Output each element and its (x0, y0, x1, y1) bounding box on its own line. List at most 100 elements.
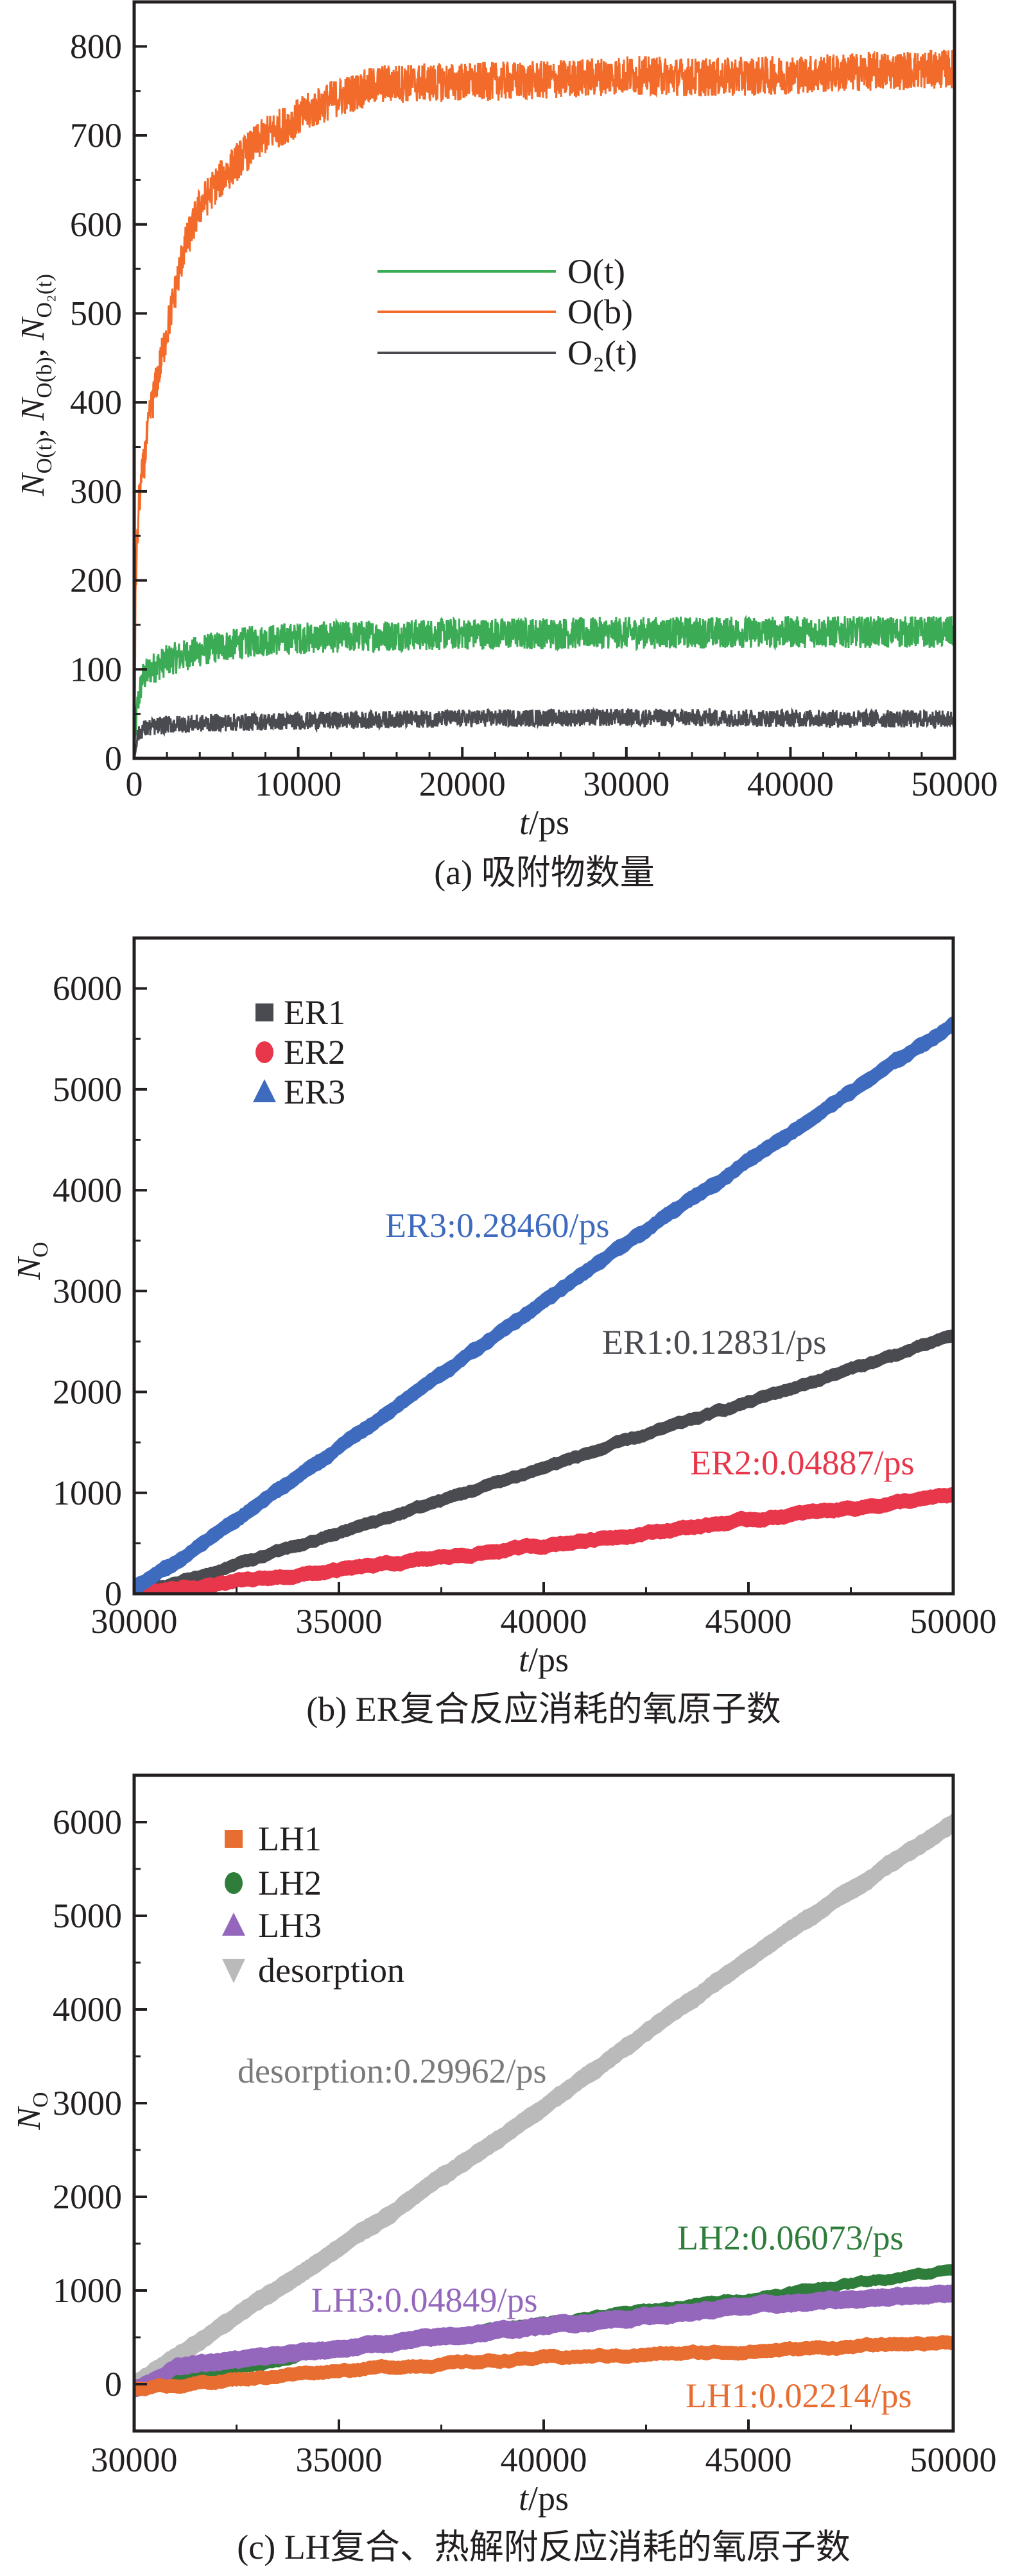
y-axis-label-separator: , (15, 340, 51, 357)
legend-item-0: ER1 (255, 993, 345, 1032)
y-tick-label: 600 (70, 205, 122, 244)
chart-panel-b: 30000 35000 40000 45000 50000 0 1000 2000 3000 40… (11, 936, 997, 1728)
y-tick-label: 800 (70, 27, 122, 65)
plot-frame (132, 936, 955, 1596)
y-tick-label: 2000 (53, 1373, 122, 1412)
y-axis-label-symbol: N (15, 396, 51, 421)
chart-panel-c: 30000 35000 40000 45000 50000 0 1000 2000 3000 40… (11, 1773, 997, 2566)
triangle-up-marker-icon (253, 1079, 276, 1102)
y-tick-label: 500 (70, 294, 122, 332)
y-axis-label-subscript: O(b) (33, 357, 56, 398)
y-tick-label: 0 (105, 1574, 122, 1613)
rate-annotation: LH3:0.04849/ps (311, 2281, 538, 2319)
x-axis-label-italic: t (519, 2479, 530, 2518)
y-axis-label-subscript: O (29, 1241, 53, 1258)
legend-item-1: O(b) (377, 293, 633, 331)
legend-item-0: O(t) (377, 252, 625, 291)
y-tick-label: 1000 (53, 1474, 122, 1512)
y-axis-label: NO (11, 1241, 53, 1280)
x-axis-label-unit: /ps (528, 1641, 569, 1679)
plot-area (134, 49, 955, 758)
y-tick-label: 5000 (53, 1070, 122, 1109)
figure-caption: (b) ER复合反应消耗的氧原子数 (306, 1690, 781, 1728)
y-tick-label: 6000 (53, 1803, 122, 1841)
legend-item-2: O₂(t) (377, 334, 637, 372)
rate-annotation: ER1:0.12831/ps (602, 1323, 827, 1361)
x-tick-label: 40000 (501, 2441, 587, 2479)
x-axis-label-italic: t (519, 803, 530, 842)
chart-panel-a: 0 10000 20000 30000 40000 50000 0 100 200 300 400 5… (15, 0, 998, 892)
y-tick-label: 0 (105, 739, 122, 778)
x-tick-label: 50000 (912, 765, 998, 803)
legend-item-2: ER3 (253, 1073, 345, 1111)
x-tick-label: 10000 (255, 765, 341, 803)
y-tick-label: 2000 (53, 2178, 122, 2216)
x-tick-label: 45000 (705, 2441, 792, 2479)
y-tick-label: 1000 (53, 2271, 122, 2310)
figure-caption: (c) LH复合、热解附反应消耗的氧原子数 (237, 2528, 850, 2566)
legend-item-0: LH1 (225, 1820, 322, 1858)
y-tick-label: 5000 (53, 1897, 122, 1935)
x-tick-label: 50000 (910, 2441, 997, 2479)
legend-label: ER3 (284, 1073, 345, 1111)
x-tick-label: 45000 (705, 1602, 792, 1641)
plot-area (134, 1813, 953, 2398)
y-axis-label-symbol: N (15, 472, 51, 497)
x-axis-label: t/ps (519, 2479, 569, 2518)
legend-label: LH2 (258, 1864, 322, 1902)
triangle-up-marker-icon (222, 1913, 245, 1936)
square-marker-icon (225, 1830, 243, 1848)
rate-annotation: ER2:0.04887/ps (690, 1444, 915, 1482)
plot-frame (132, 0, 956, 760)
circle-marker-icon (255, 1041, 273, 1063)
series-band-ER3 (134, 1015, 953, 1594)
x-tick-label: 50000 (910, 1602, 997, 1641)
x-axis-label: t/ps (519, 803, 569, 842)
x-tick-label: 0 (126, 765, 143, 803)
x-tick-label: 40000 (747, 765, 834, 803)
square-marker-icon (255, 1003, 273, 1021)
legend-label: O(t) (567, 252, 625, 291)
legend-label: LH3 (258, 1906, 322, 1945)
series-line-0 (134, 614, 955, 758)
y-tick-label: 700 (70, 116, 122, 155)
legend-item-1: LH2 (225, 1864, 322, 1902)
series-band-ER1 (134, 1329, 953, 1594)
y-tick-label: 300 (70, 472, 122, 511)
series-band-LH2 (134, 2263, 953, 2395)
y-axis-label-symbol: N (11, 1256, 48, 1281)
x-tick-label: 40000 (501, 1602, 587, 1641)
legend-label: LH1 (258, 1820, 322, 1858)
legend-item-3: desorption (222, 1951, 404, 1990)
series-band-desorption (134, 1813, 953, 2396)
rate-annotation: desorption:0.29962/ps (238, 2052, 547, 2090)
y-axis-label: NO (11, 2092, 53, 2130)
legend: O(t)O(b)O₂(t) (377, 252, 637, 372)
y-tick-label: 200 (70, 561, 122, 600)
y-tick-label: 4000 (53, 1990, 122, 2029)
x-tick-label: 30000 (583, 765, 670, 803)
y-tick-label: 3000 (53, 2084, 122, 2122)
y-tick-label: 400 (70, 383, 122, 422)
y-axis-label-subscript: O(t) (33, 438, 56, 474)
x-tick-label: 30000 (91, 1602, 178, 1641)
y-axis-label-subscript: O₂(t) (33, 274, 56, 318)
legend-item-2: LH3 (222, 1906, 322, 1945)
y-tick-label: 4000 (53, 1171, 122, 1209)
legend-label: desorption (258, 1951, 404, 1990)
series-line-2 (134, 706, 955, 758)
rate-annotation: ER3:0.28460/ps (385, 1206, 610, 1245)
y-axis-label-subscript: O (29, 2092, 53, 2108)
x-tick-label: 20000 (419, 765, 506, 803)
plot-area (134, 1015, 953, 1594)
legend-label: ER1 (284, 993, 345, 1032)
circle-marker-icon (225, 1872, 243, 1894)
legend: LH1 LH2 LH3 desorption (222, 1820, 404, 1990)
triangle-down-marker-icon (222, 1959, 245, 1983)
x-axis-label-unit: /ps (529, 803, 569, 842)
series-band-ER2 (134, 1487, 953, 1594)
x-axis-label-unit: /ps (528, 2479, 569, 2518)
y-tick-label: 0 (105, 2365, 122, 2403)
